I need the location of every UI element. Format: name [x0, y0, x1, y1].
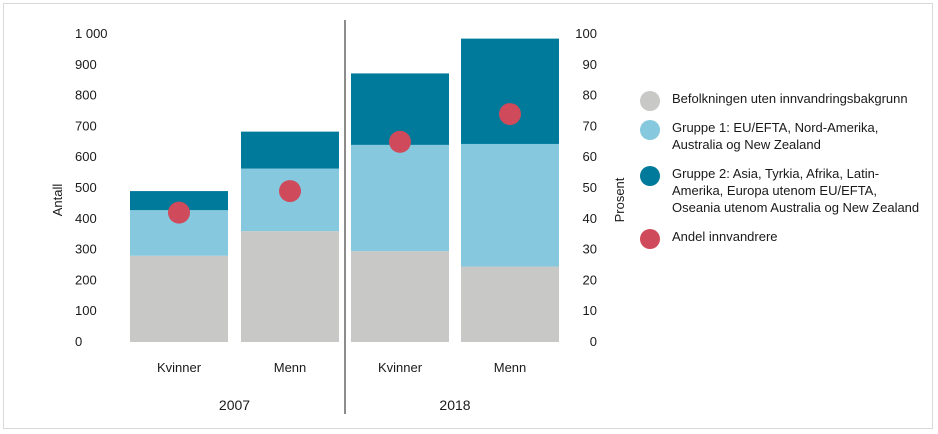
legend-label: Andel innvandrere	[672, 229, 778, 244]
y2-tick-label: 60	[583, 149, 597, 164]
y-tick-label: 900	[75, 57, 97, 72]
legend-swatch	[640, 229, 660, 249]
chart-frame	[3, 3, 933, 429]
share-dot	[279, 180, 301, 203]
legend-swatch	[640, 166, 660, 186]
y2-tick-label: 70	[583, 118, 597, 133]
y-axis-label: Antall	[50, 184, 65, 217]
bar-segment-base	[351, 251, 449, 342]
group-label: 2018	[439, 397, 470, 413]
legend: Befolkningen uten innvandringsbakgrunn Gr…	[640, 90, 920, 257]
legend-item: Gruppe 1: EU/EFTA, Nord-Amerika, Austral…	[640, 119, 920, 153]
y-tick-label: 100	[75, 303, 97, 318]
share-dot	[168, 201, 190, 224]
y2-tick-label: 100	[575, 26, 597, 41]
legend-item: Andel innvandrere	[640, 228, 920, 249]
y-tick-label: 200	[75, 272, 97, 287]
y2-tick-label: 80	[583, 88, 597, 103]
legend-label: Gruppe 2: Asia, Tyrkia, Afrika, Latin-Am…	[672, 166, 920, 215]
legend-label: Gruppe 1: EU/EFTA, Nord-Amerika, Austral…	[672, 120, 879, 152]
y2-tick-label: 40	[583, 211, 597, 226]
bar-segment-base	[461, 266, 559, 342]
y2-tick-label: 10	[583, 303, 597, 318]
y2-tick-label: 50	[583, 180, 597, 195]
y-tick-label: 0	[75, 334, 82, 349]
y-tick-label: 400	[75, 211, 97, 226]
y-tick-label: 700	[75, 118, 97, 133]
bar-segment-base	[130, 255, 228, 342]
y2-tick-label: 30	[583, 242, 597, 257]
legend-item: Gruppe 2: Asia, Tyrkia, Afrika, Latin-Am…	[640, 165, 920, 216]
y-tick-label: 300	[75, 242, 97, 257]
x-tick-label: Kvinner	[378, 360, 423, 375]
legend-item: Befolkningen uten innvandringsbakgrunn	[640, 90, 920, 111]
y-tick-label: 500	[75, 180, 97, 195]
group-label: 2007	[219, 397, 250, 413]
legend-label: Befolkningen uten innvandringsbakgrunn	[672, 91, 908, 106]
share-dot	[499, 103, 521, 126]
y-tick-label: 1 000	[75, 26, 108, 41]
x-tick-label: Menn	[274, 360, 307, 375]
y-tick-label: 800	[75, 88, 97, 103]
legend-swatch	[640, 91, 660, 111]
bar-segment-group2	[241, 131, 339, 169]
y2-axis-label: Prosent	[612, 177, 627, 222]
y2-tick-label: 0	[590, 334, 597, 349]
bar-segment-group1	[351, 144, 449, 252]
share-dot	[389, 130, 411, 153]
y2-tick-label: 90	[583, 57, 597, 72]
bar-segment-group2	[130, 191, 228, 211]
bar-segment-base	[241, 231, 339, 342]
y2-tick-label: 20	[583, 272, 597, 287]
legend-swatch	[640, 120, 660, 140]
x-tick-label: Menn	[494, 360, 527, 375]
x-tick-label: Kvinner	[157, 360, 202, 375]
y-tick-label: 600	[75, 149, 97, 164]
bar-segment-group1	[461, 143, 559, 267]
bar-segment-group2	[461, 38, 559, 144]
